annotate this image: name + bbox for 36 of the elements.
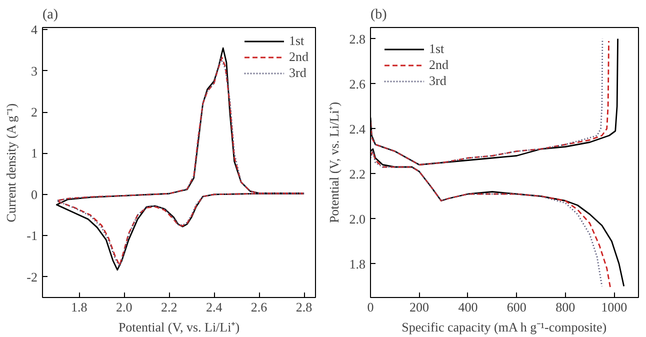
y-tick-label: 1.8 — [349, 256, 366, 272]
x-tick-label: 1000 — [601, 300, 628, 314]
chart-title: (a) — [42, 8, 58, 22]
y-tick-label: -1 — [26, 228, 38, 244]
chart-title: (b) — [370, 8, 388, 22]
y-axis-title: Current density (A g⁻¹) — [4, 103, 19, 222]
y-tick-label: 2.2 — [349, 166, 366, 182]
y-tick-label: 4 — [31, 22, 38, 38]
x-tick-label: 2.0 — [116, 300, 132, 314]
legend-label: 3rd — [429, 73, 448, 89]
x-tick-label: 2.2 — [160, 300, 178, 314]
x-axis-title: Specific capacity (mA h g⁻¹-composite) — [402, 320, 607, 334]
y-tick-label: 0 — [31, 186, 38, 202]
y-tick-label: 3 — [31, 63, 38, 78]
x-tick-label: 2.4 — [206, 300, 223, 314]
y-tick-label: 2.4 — [349, 121, 366, 136]
y-tick-label: -2 — [26, 269, 38, 284]
y-tick-label: 2.8 — [349, 31, 366, 46]
y-tick-label: 2 — [31, 104, 38, 120]
legend-label: 2nd — [289, 49, 309, 65]
x-tick-label: 1.8 — [71, 300, 88, 314]
x-tick-label: 600 — [506, 300, 526, 314]
y-tick-label: 2.0 — [349, 211, 366, 226]
y-tick-label: 2.6 — [349, 76, 366, 92]
x-tick-label: 2.8 — [296, 300, 312, 314]
legend-label: 2nd — [429, 57, 449, 73]
x-axis-title: Potential (V, vs. Li/Li⁺) — [118, 320, 240, 334]
x-tick-label: 800 — [556, 300, 576, 314]
legend-label: 3rd — [289, 65, 308, 81]
y-axis-title: Potential (V, vs. Li/Li⁺) — [326, 102, 342, 224]
x-tick-label: 200 — [409, 300, 429, 314]
y-tick-label: 1 — [31, 146, 38, 161]
legend-label: 1st — [289, 33, 306, 49]
legend-label: 1st — [429, 41, 446, 57]
x-tick-label: 2.6 — [250, 300, 268, 314]
x-tick-label: 400 — [458, 300, 478, 314]
